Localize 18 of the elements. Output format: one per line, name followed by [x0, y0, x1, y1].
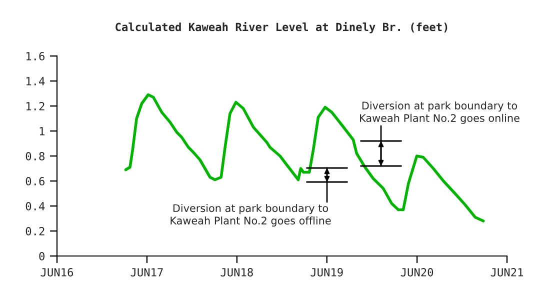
chart-title: Calculated Kaweah River Level at Dinely Br. (feet): [116, 22, 448, 34]
x-tick-label: JUN21: [490, 268, 523, 276]
x-tick-label: JUN18: [220, 268, 253, 276]
annotation: Diversion at park boundary to Kaweah Plant No.2 goes online: [360, 101, 520, 124]
y-tick-label: 0.2: [26, 227, 44, 236]
x-tick-label: JUN16: [40, 268, 74, 276]
annotation: Diversion at park boundary to Kaweah Plant No.2 goes offline: [170, 204, 331, 227]
y-tick-label: 0.8: [26, 152, 44, 160]
x-tick-label: JUN20: [400, 268, 434, 276]
y-tick-label: 1.4: [26, 77, 45, 86]
y-tick-label: 0: [39, 252, 44, 260]
y-tick-label: 0.4: [26, 202, 45, 210]
y-tick-label: 1.2: [26, 102, 44, 110]
x-tick-label: JUN19: [310, 268, 343, 276]
y-tick-label: 1: [40, 127, 44, 136]
y-tick-label: 0.6: [26, 177, 44, 186]
y-tick-label: 1.6: [26, 52, 44, 60]
x-tick-label: JUN17: [130, 268, 163, 276]
